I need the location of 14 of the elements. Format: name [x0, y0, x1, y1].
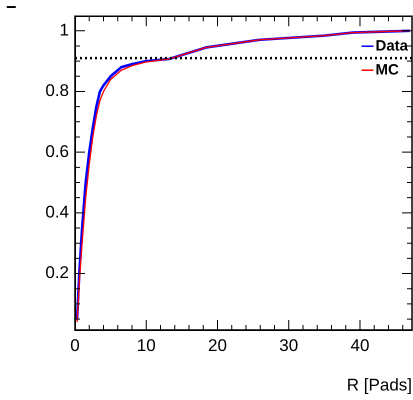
- x-tick-label: 40: [350, 336, 370, 355]
- x-tick-label: 0: [70, 336, 80, 355]
- y-axis-title: −: [6, 0, 17, 17]
- x-axis-title: R [Pads]: [346, 375, 412, 394]
- legend-label: MC: [375, 61, 399, 78]
- x-tick-label: 10: [136, 336, 156, 355]
- legend-label: Data: [375, 37, 409, 54]
- y-tick-label: 0.8: [45, 81, 69, 100]
- y-tick-label: 1: [60, 20, 69, 40]
- x-tick-label: 20: [208, 336, 227, 355]
- y-tick-label: 0.6: [45, 142, 69, 161]
- x-tick-label: 30: [279, 336, 298, 355]
- y-tick-label: 0.4: [45, 202, 69, 222]
- y-tick-label: 0.2: [45, 263, 69, 282]
